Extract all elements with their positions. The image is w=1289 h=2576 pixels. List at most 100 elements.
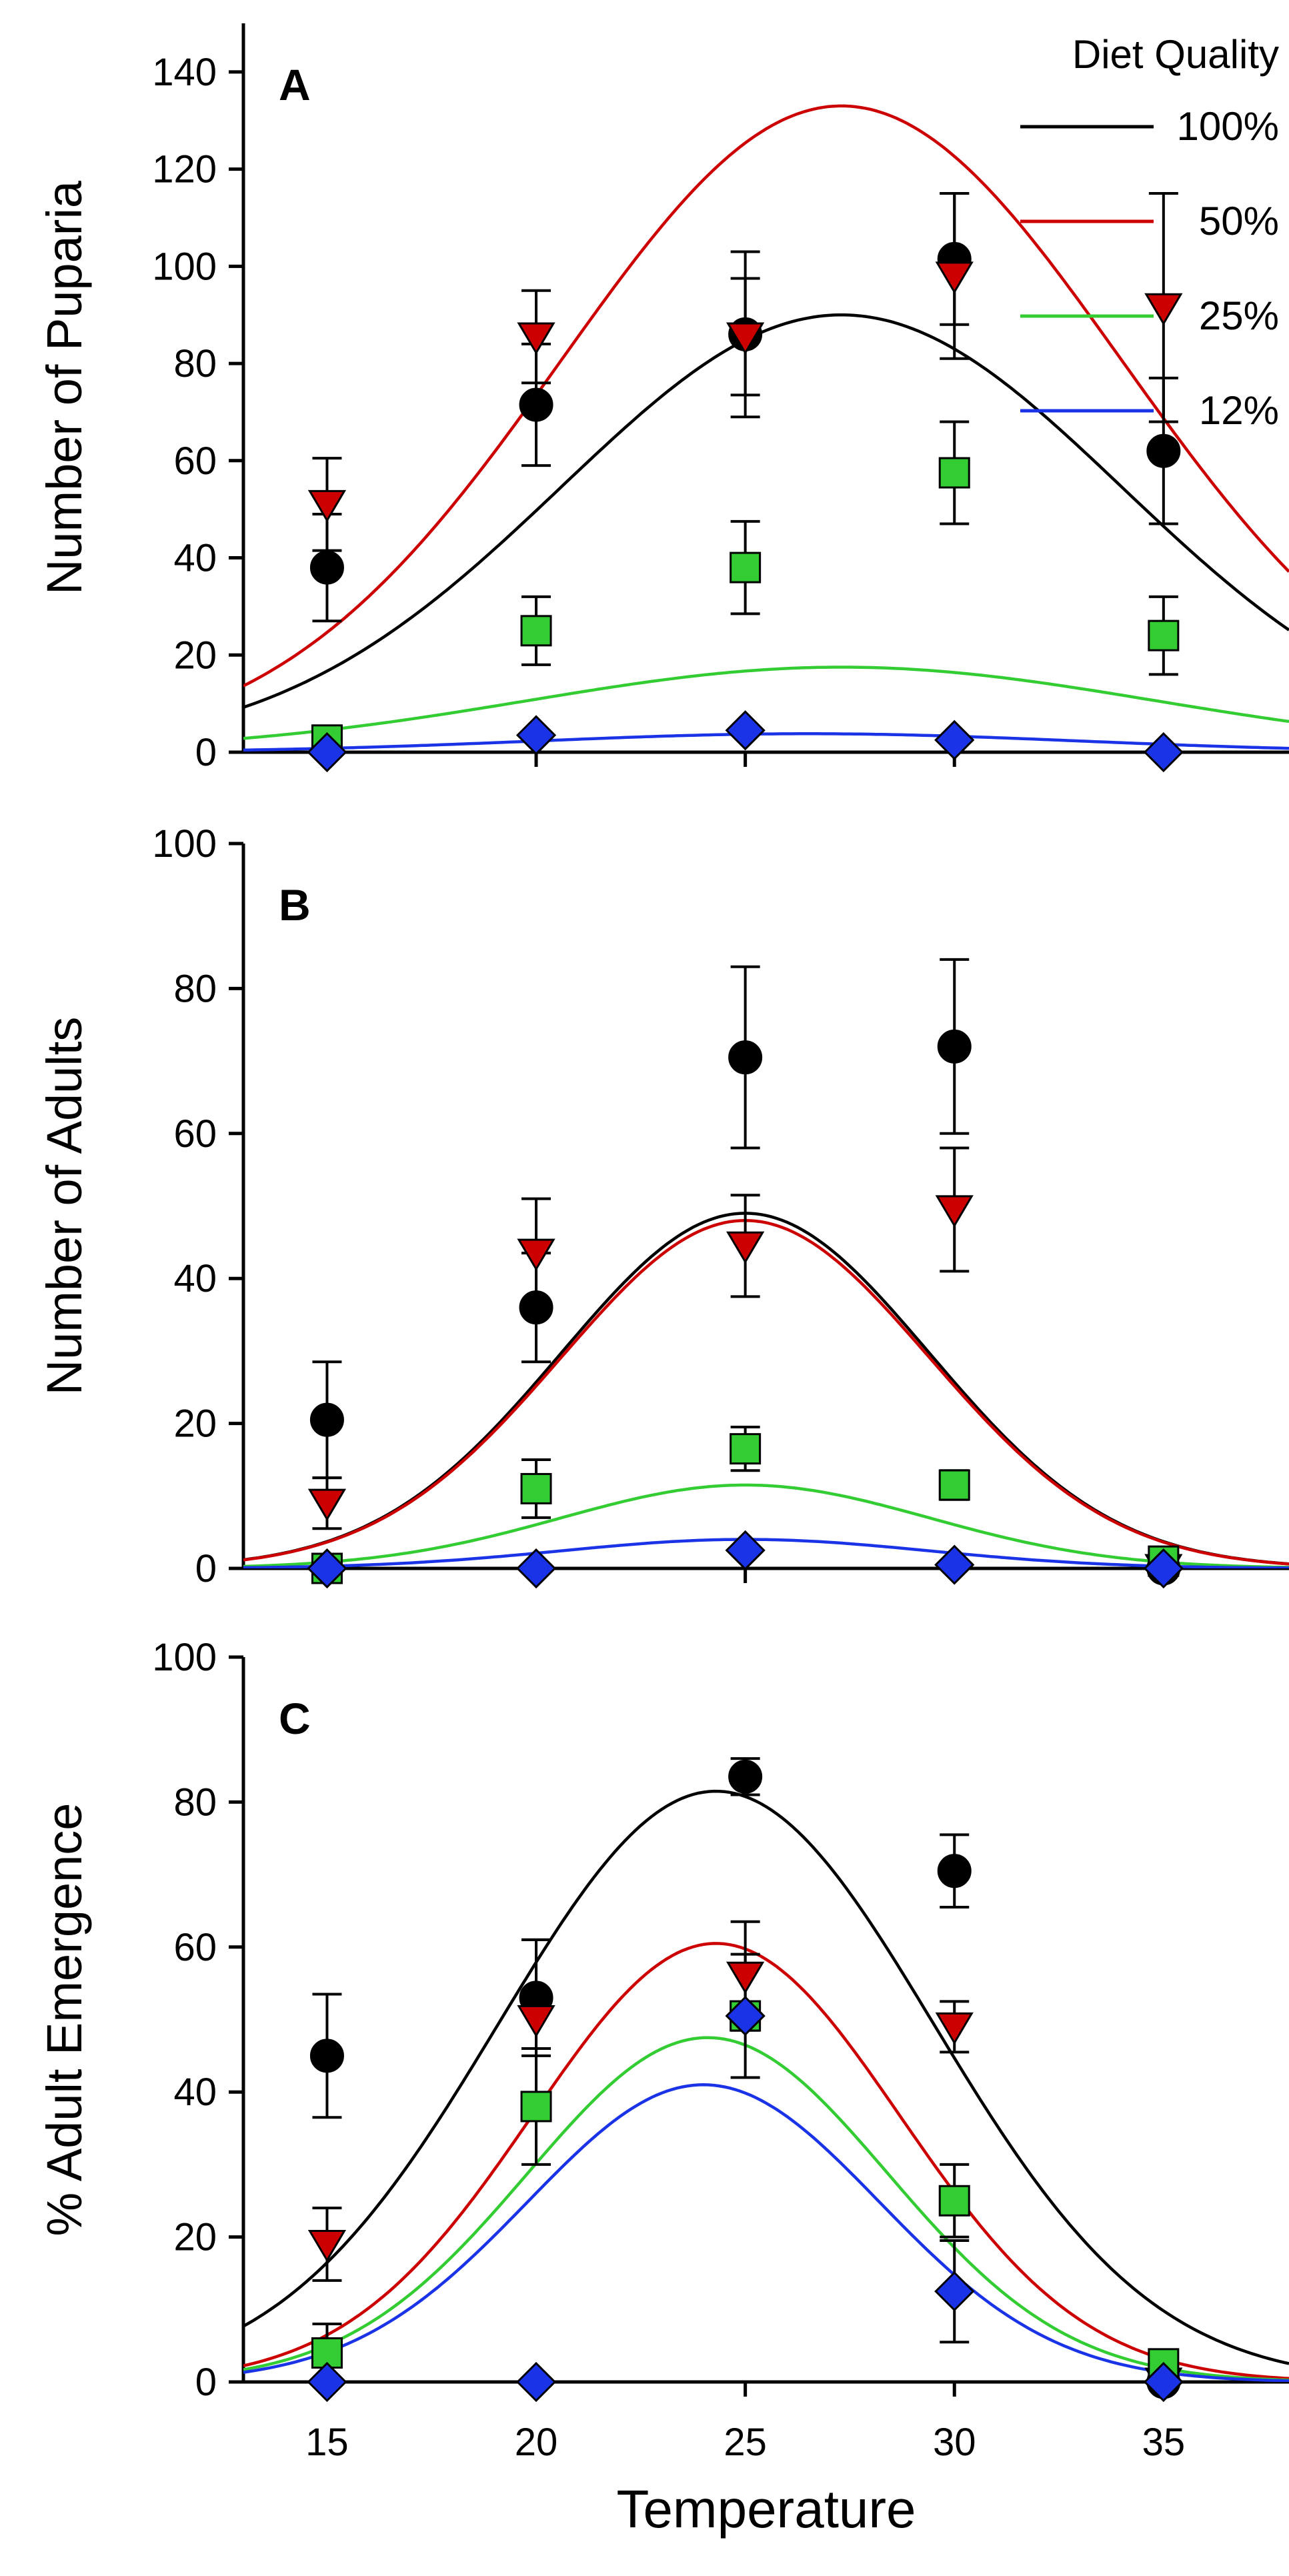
point-100pct xyxy=(728,1040,763,1075)
point-25pct xyxy=(938,2185,970,2217)
y-tick-label: 0 xyxy=(195,731,217,774)
y-tick-label: 20 xyxy=(173,2216,217,2259)
point-25pct xyxy=(520,2091,552,2123)
y-tick-label: 40 xyxy=(173,537,217,580)
y-tick-label: 140 xyxy=(152,51,217,94)
point-12pct xyxy=(515,2361,557,2403)
y-tick-label: 60 xyxy=(173,439,217,483)
fit-curve-100pct xyxy=(243,1212,1289,1566)
fit-curve-12pct xyxy=(243,1538,1289,1568)
y-tick-label: 100 xyxy=(152,245,217,288)
point-50pct xyxy=(517,1238,555,1272)
y-tick-label: 40 xyxy=(173,2071,217,2114)
y-tick-label: 80 xyxy=(173,342,217,385)
fit-curve-12pct xyxy=(243,732,1289,752)
point-12pct xyxy=(934,720,975,760)
point-50pct xyxy=(935,1195,974,1228)
y-tick-label: 20 xyxy=(173,1402,217,1446)
fit-curve-100pct xyxy=(243,313,1289,709)
point-12pct xyxy=(725,1530,766,1570)
point-12pct xyxy=(307,1548,347,1589)
point-100pct xyxy=(937,1029,972,1064)
x-tick-label: 20 xyxy=(515,2421,558,2464)
y-tick-label: 80 xyxy=(173,1780,217,1824)
y-axis-label: Number of Puparia xyxy=(37,180,92,595)
panel-B: 0 20 40 60 80 100 Number of Adults B xyxy=(37,822,1289,1590)
point-25pct xyxy=(938,1469,970,1501)
point-100pct xyxy=(519,1290,553,1325)
point-12pct xyxy=(307,2361,347,2403)
y-tick-label: 0 xyxy=(195,1547,217,1590)
fit-curve-50pct xyxy=(243,1218,1289,1566)
legend-label: 100% xyxy=(1177,104,1279,149)
fit-curves xyxy=(243,1789,1289,2382)
y-tick-label: 60 xyxy=(173,1926,217,1969)
point-50pct xyxy=(726,322,765,355)
data-points xyxy=(307,192,1184,773)
point-25pct xyxy=(520,1472,552,1504)
fit-curves xyxy=(243,104,1289,752)
legend-title: Diet Quality xyxy=(1072,32,1279,77)
legend-label: 12% xyxy=(1199,388,1279,433)
point-25pct xyxy=(520,615,552,647)
y-axis-label: % Adult Emergence xyxy=(37,1803,92,2237)
fit-curve-25pct xyxy=(243,1483,1289,1568)
legend-label: 50% xyxy=(1199,199,1279,243)
panel-label: A xyxy=(279,60,311,109)
point-100pct xyxy=(309,550,344,585)
point-50pct xyxy=(935,261,974,294)
x-axis-label: Temperature xyxy=(616,2479,916,2539)
fit-curve-12pct xyxy=(243,2083,1289,2382)
point-100pct xyxy=(519,387,553,422)
point-50pct xyxy=(307,2229,347,2263)
point-50pct xyxy=(726,1961,765,1995)
point-12pct xyxy=(307,732,347,773)
point-12pct xyxy=(934,1544,975,1585)
fit-curve-100pct xyxy=(243,1789,1289,2365)
point-50pct xyxy=(307,1488,347,1522)
panel-A: 0 20 40 60 80 100 120 140 Number of Puparia A Diet… xyxy=(37,23,1289,774)
point-100pct xyxy=(728,1759,763,1794)
x-tick-label: 30 xyxy=(933,2421,976,2464)
point-25pct xyxy=(730,551,762,583)
fit-curve-25pct xyxy=(243,2036,1289,2382)
panel-label: B xyxy=(279,880,311,930)
x-tick-label: 25 xyxy=(724,2421,767,2464)
point-50pct xyxy=(517,322,555,355)
panel-label: C xyxy=(279,1694,311,1743)
x-tick-label: 35 xyxy=(1142,2421,1186,2464)
fit-curve-50pct xyxy=(243,104,1289,688)
point-25pct xyxy=(1148,619,1180,652)
point-25pct xyxy=(938,457,970,489)
y-tick-label: 80 xyxy=(173,967,217,1010)
y-tick-label: 40 xyxy=(173,1257,217,1300)
data-points xyxy=(307,1757,1184,2403)
point-12pct xyxy=(725,1995,766,2037)
point-12pct xyxy=(934,2271,975,2312)
point-50pct xyxy=(1144,293,1183,326)
point-25pct xyxy=(730,1433,762,1465)
point-50pct xyxy=(307,489,347,523)
y-tick-label: 120 xyxy=(152,148,217,191)
point-50pct xyxy=(517,2005,555,2038)
point-100pct xyxy=(309,2039,344,2073)
legend-label: 25% xyxy=(1199,293,1279,338)
point-100pct xyxy=(309,1402,344,1437)
legend: Diet Quality 100% 50% 25% 12% xyxy=(1020,32,1279,433)
panel-C: 0 20 40 60 80 100 15 20 25 30 35 % Adult Emergence T… xyxy=(37,1636,1289,2539)
y-tick-label: 0 xyxy=(195,2361,217,2404)
y-tick-label: 20 xyxy=(173,633,217,677)
point-12pct xyxy=(1143,732,1184,773)
fit-curve-50pct xyxy=(243,1942,1289,2381)
point-100pct xyxy=(937,1854,972,1888)
y-tick-label: 60 xyxy=(173,1112,217,1156)
point-12pct xyxy=(515,1548,557,1589)
point-12pct xyxy=(1143,2361,1184,2403)
x-tick-label: 15 xyxy=(305,2421,349,2464)
y-tick-label: 100 xyxy=(152,822,217,866)
point-12pct xyxy=(1143,1548,1184,1589)
fit-curve-25pct xyxy=(243,666,1289,740)
y-tick-label: 100 xyxy=(152,1636,217,1679)
y-axis-label: Number of Adults xyxy=(37,1017,92,1396)
